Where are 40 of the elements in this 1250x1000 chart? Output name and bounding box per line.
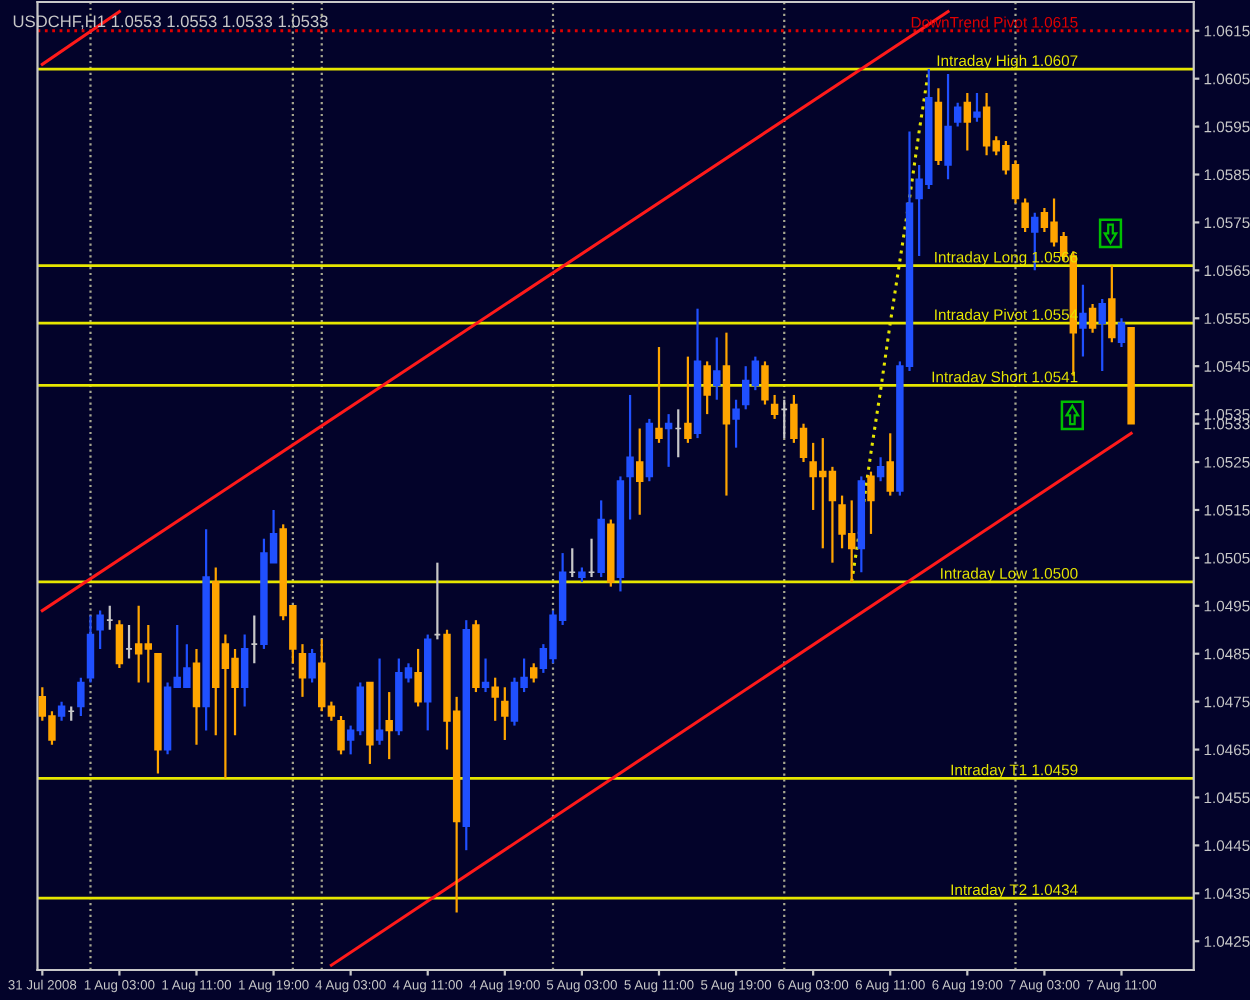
- candlestick: [77, 676, 85, 718]
- candlestick: [86, 614, 95, 684]
- candlestick: [240, 633, 249, 708]
- candlestick: [886, 432, 894, 497]
- candlestick: [635, 427, 644, 516]
- candlestick: [1021, 197, 1029, 234]
- candlestick: [963, 91, 972, 152]
- candlestick: [1117, 317, 1126, 349]
- candlestick: [664, 413, 673, 468]
- candlestick: [770, 393, 779, 421]
- candlestick: [973, 91, 981, 123]
- candlestick: [115, 619, 124, 670]
- candlestick: [1098, 298, 1106, 373]
- candlestick: [385, 690, 393, 761]
- candlestick: [481, 657, 490, 694]
- candlestick: [501, 686, 509, 742]
- candlestick: [414, 647, 422, 708]
- candlestick: [761, 360, 769, 406]
- candlestick: [684, 355, 692, 444]
- candlestick: [655, 345, 663, 444]
- candlestick: [944, 72, 952, 181]
- candlestick: [867, 470, 875, 536]
- candlestick: [876, 456, 885, 483]
- candlestick: [308, 647, 316, 684]
- candlestick: [713, 336, 721, 401]
- candlestick: [298, 643, 307, 698]
- candlestick: [626, 393, 634, 521]
- candlestick: [192, 647, 201, 746]
- candlestick: [953, 101, 962, 128]
- candlestick: [703, 360, 711, 416]
- candlestick: [732, 398, 740, 449]
- candlestick: [96, 609, 104, 651]
- candlestick: [1088, 302, 1097, 334]
- candlestick: [1108, 264, 1116, 344]
- candlestick: [375, 657, 384, 746]
- candlestick: [337, 714, 345, 756]
- candlestick: [529, 662, 538, 684]
- candlestick: [491, 676, 499, 722]
- candlestick: [57, 700, 66, 722]
- candlestick: [1079, 283, 1087, 358]
